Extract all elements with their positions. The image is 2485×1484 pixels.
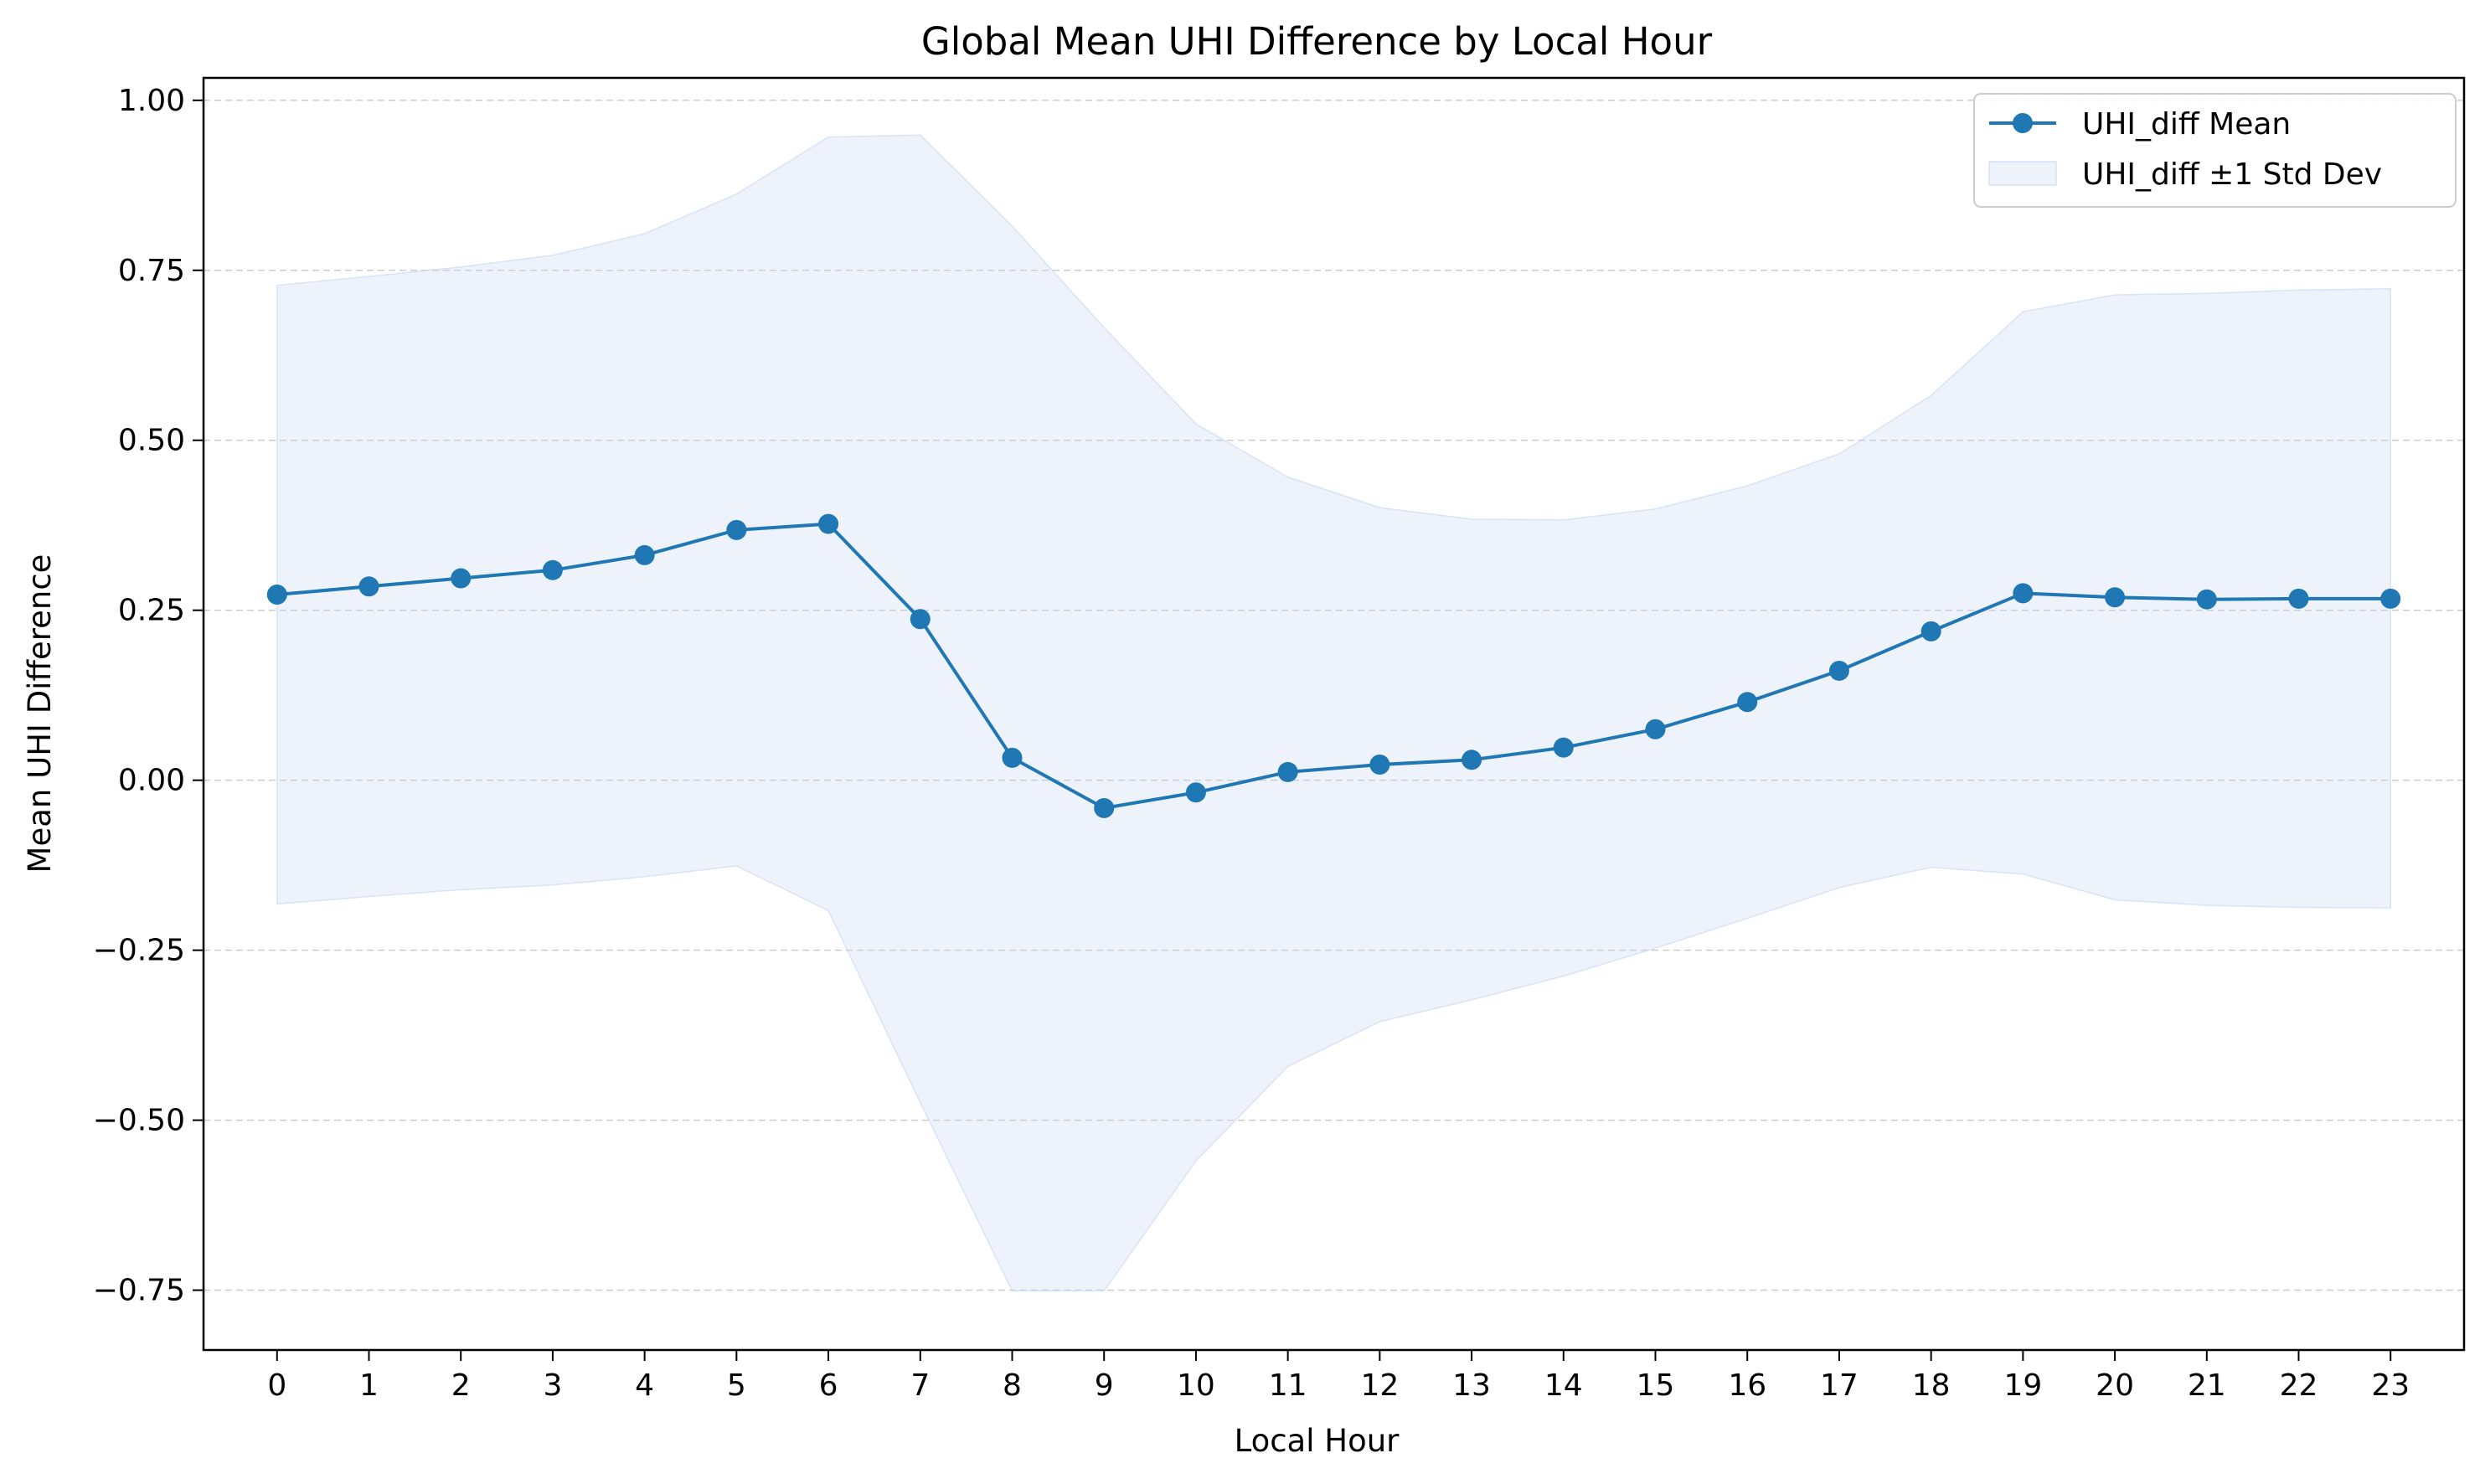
mean-data-point (1002, 747, 1023, 768)
mean-data-point (1185, 782, 1206, 803)
gridlines (204, 100, 2464, 1291)
x-axis-label: Local Hour (1235, 1423, 1400, 1459)
x-tick-label: 17 (1820, 1368, 1859, 1403)
y-axis-label: Mean UHI Difference (22, 554, 58, 873)
plot-frame (202, 76, 2466, 1352)
legend: UHI_diff Mean UHI_diff ±1 Std Dev (1973, 93, 2457, 208)
x-tick-label: 16 (1728, 1368, 1766, 1403)
mean-data-point (818, 513, 839, 534)
mean-data-point (2013, 583, 2034, 604)
x-tick-label: 11 (1269, 1368, 1307, 1403)
x-tick-label: 18 (1912, 1368, 1951, 1403)
mean-data-point (1094, 797, 1115, 818)
x-tick-label: 6 (819, 1368, 838, 1403)
mean-data-point (2196, 589, 2217, 610)
y-tick-label: −0.75 (93, 1274, 185, 1308)
y-tick-label: −0.50 (93, 1104, 185, 1138)
x-tick-label: 19 (2003, 1368, 2042, 1403)
legend-band-swatch (1988, 161, 2057, 186)
mean-data-point (1645, 719, 1666, 739)
x-tick-label: 21 (2188, 1368, 2226, 1403)
mean-data-point (1553, 737, 1574, 758)
x-tick-label: 13 (1452, 1368, 1491, 1403)
y-tick-label: 0.25 (118, 594, 185, 628)
x-axis-ticks: 0 1 2 3 4 5 6 7 8 9 10 11 12 13 14 15 16 17 18 19 20 21 22 23 (267, 1350, 2410, 1403)
x-tick-label: 23 (2371, 1368, 2410, 1403)
x-tick-label: 0 (267, 1368, 286, 1403)
x-tick-label: 7 (910, 1368, 930, 1403)
legend-label-mean: UHI_diff Mean (2082, 107, 2291, 142)
mean-data-point (634, 544, 655, 565)
x-tick-label: 8 (1003, 1368, 1022, 1403)
mean-data-point (542, 559, 563, 580)
x-tick-label: 5 (727, 1368, 746, 1403)
mean-data-point (2288, 588, 2309, 609)
y-tick-label: 0.00 (118, 764, 185, 798)
legend-frame (1973, 93, 2457, 208)
x-tick-label: 2 (451, 1368, 471, 1403)
x-tick-label: 12 (1360, 1368, 1399, 1403)
std-dev-band-area (276, 134, 2391, 1292)
legend-marker-swatch (2013, 113, 2033, 133)
mean-data-point (451, 568, 472, 589)
mean-data-point (1462, 750, 1482, 770)
y-tick-label: 1.00 (118, 84, 185, 118)
x-tick-label: 20 (2096, 1368, 2134, 1403)
mean-data-point (2105, 587, 2126, 608)
mean-data-point (726, 519, 747, 540)
mean-data-point (1920, 621, 1941, 642)
legend-label-std-dev: UHI_diff ±1 Std Dev (2082, 157, 2382, 192)
mean-data-point (266, 585, 287, 605)
chart-title: Global Mean UHI Difference by Local Hour (921, 19, 1713, 64)
y-tick-label: 0.75 (118, 254, 185, 288)
mean-data-point (1737, 692, 1758, 713)
x-tick-label: 3 (543, 1368, 562, 1403)
y-axis-ticks: 1.00 0.75 0.50 0.25 0.00 −0.25 −0.50 −0.75 (93, 84, 204, 1308)
std-dev-band (276, 134, 2391, 1292)
x-tick-label: 15 (1637, 1368, 1675, 1403)
x-tick-label: 14 (1544, 1368, 1583, 1403)
x-tick-label: 10 (1177, 1368, 1215, 1403)
mean-line (276, 522, 2391, 810)
mean-series-line (276, 522, 2391, 810)
x-tick-label: 4 (635, 1368, 654, 1403)
x-tick-label: 9 (1095, 1368, 1114, 1403)
x-tick-label: 1 (359, 1368, 379, 1403)
x-tick-label: 22 (2280, 1368, 2318, 1403)
y-tick-label: −0.25 (93, 934, 185, 968)
mean-data-point (2380, 588, 2401, 609)
mean-data-point (1277, 761, 1298, 782)
mean-data-point (1828, 660, 1849, 681)
mean-data-point (1369, 754, 1390, 775)
mean-data-point (358, 576, 379, 597)
mean-points (266, 513, 2401, 818)
mean-data-point (910, 609, 931, 630)
y-tick-label: 0.50 (118, 424, 185, 458)
